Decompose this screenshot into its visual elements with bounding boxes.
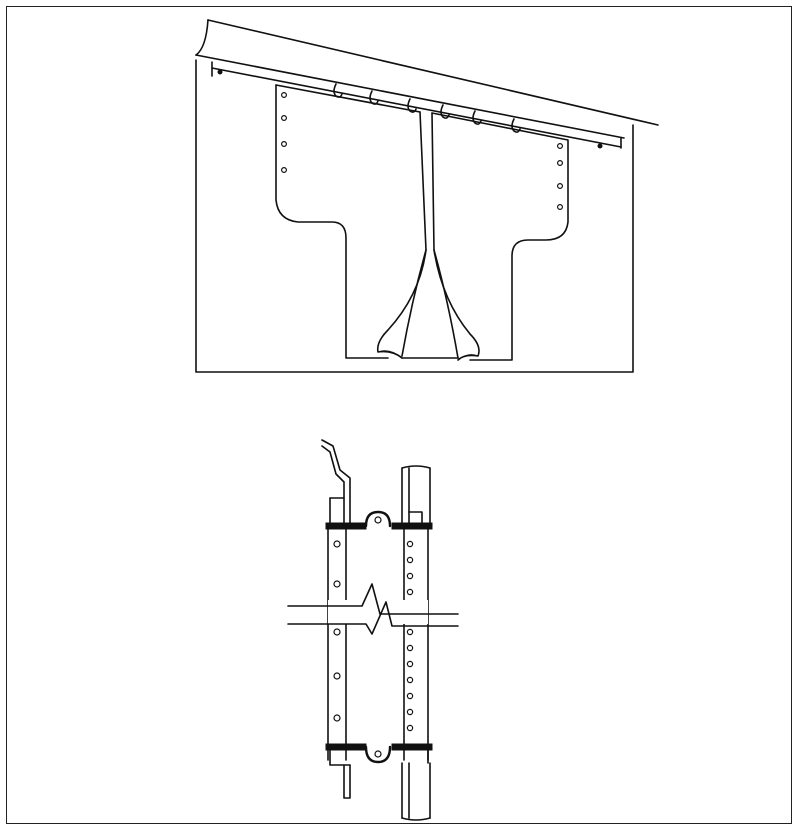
- break-line: [287, 583, 459, 635]
- right-strip-band: [403, 528, 429, 761]
- mounting-rail: [195, 54, 625, 149]
- strip-curtain-overview: [195, 19, 659, 373]
- left-strip-band: [327, 528, 347, 761]
- top-clamp: [325, 510, 433, 530]
- wall-outline: [195, 19, 659, 373]
- strip-mounting-detail: [287, 439, 459, 821]
- right-post: [401, 465, 431, 821]
- curtain-panel-right: [431, 112, 569, 361]
- left-bracket: [321, 439, 351, 799]
- curtain-panel-left: [275, 84, 421, 359]
- curtain-split: [376, 111, 480, 361]
- bottom-clamp: [325, 743, 433, 766]
- figure-frame: [6, 6, 792, 824]
